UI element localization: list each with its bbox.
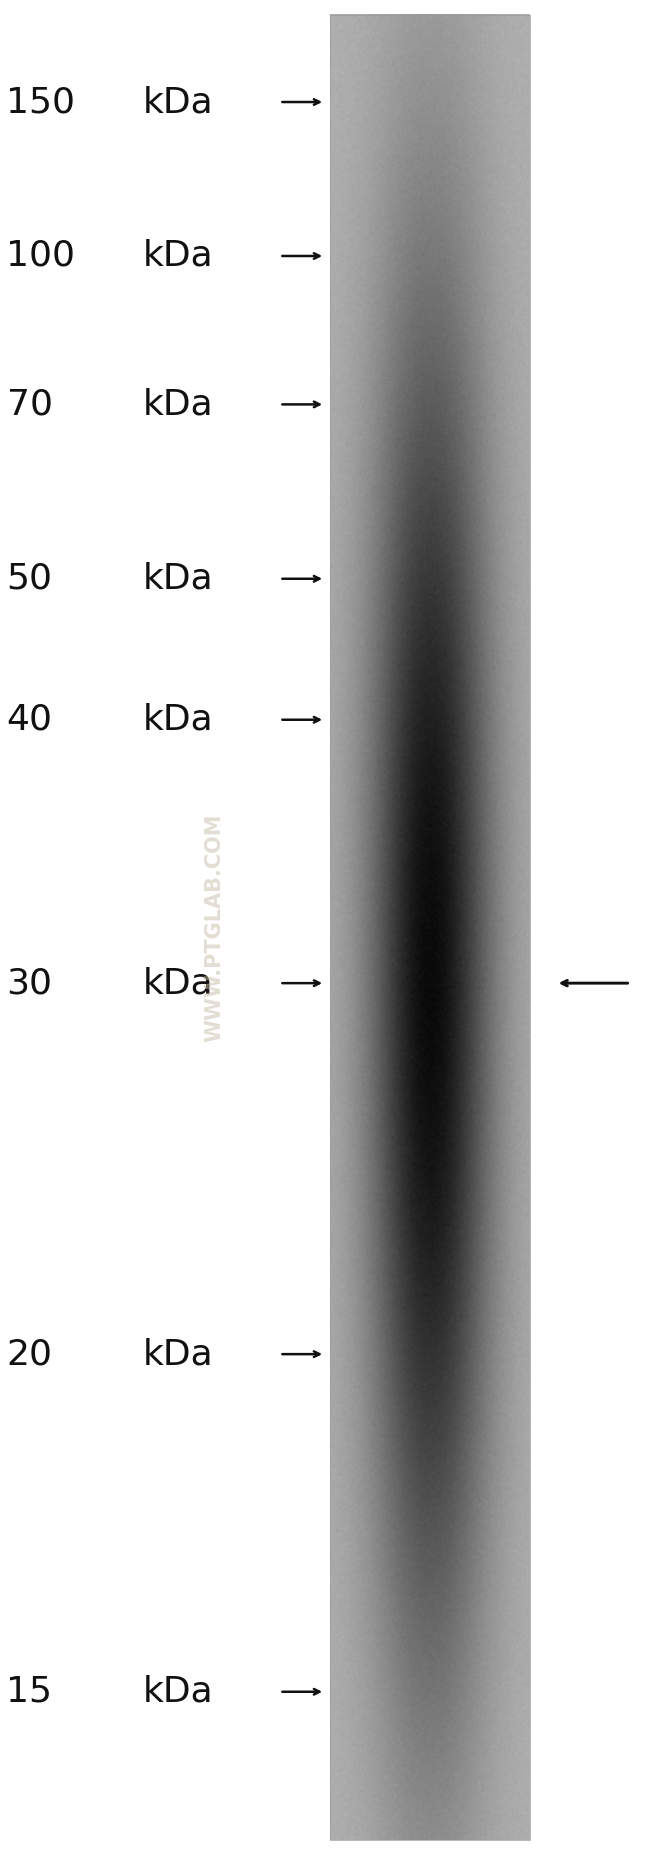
Bar — [330, 15, 530, 1840]
Text: 20: 20 — [6, 1337, 53, 1371]
Text: kDa: kDa — [143, 85, 214, 119]
Text: kDa: kDa — [143, 1337, 214, 1371]
Text: 70: 70 — [6, 388, 53, 421]
Text: kDa: kDa — [143, 1675, 214, 1708]
Text: 15: 15 — [6, 1675, 53, 1708]
Text: kDa: kDa — [143, 239, 214, 273]
Text: 50: 50 — [6, 562, 53, 595]
Text: kDa: kDa — [143, 388, 214, 421]
Text: 30: 30 — [6, 966, 53, 1000]
Text: 40: 40 — [6, 703, 53, 736]
Text: 100: 100 — [6, 239, 75, 273]
Text: kDa: kDa — [143, 703, 214, 736]
Text: kDa: kDa — [143, 562, 214, 595]
Text: 150: 150 — [6, 85, 75, 119]
Text: kDa: kDa — [143, 966, 214, 1000]
Text: WWW.PTGLAB.COM: WWW.PTGLAB.COM — [205, 812, 224, 1043]
